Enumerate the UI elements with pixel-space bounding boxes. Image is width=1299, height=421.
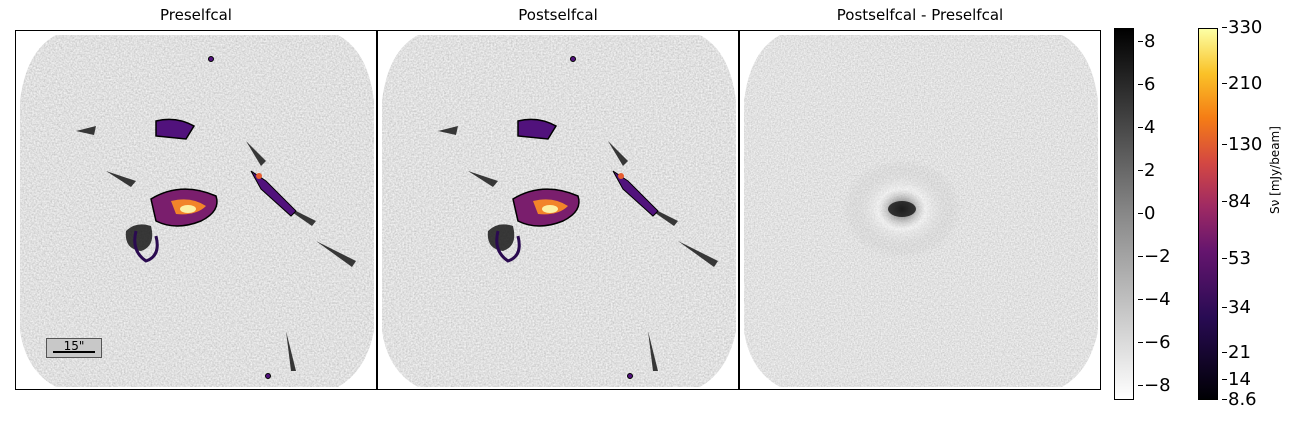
gray-tick-4: 0	[1137, 203, 1156, 224]
gray-tick-3: 2	[1137, 160, 1156, 181]
color-tick-3: 84	[1222, 191, 1251, 212]
gray-tick-6: −4	[1138, 289, 1171, 310]
gray-tick-5: −2	[1138, 246, 1171, 267]
gray-tick-2: 4	[1137, 117, 1156, 138]
color-tick-7: 14	[1222, 369, 1251, 390]
flux-colorbar	[1198, 28, 1218, 400]
emission-contours	[495, 56, 659, 379]
panel-title-difference: Postselfcal - Preselfcal	[836, 6, 1004, 24]
flux-colorbar-label: Sν [mJy/beam]	[1268, 126, 1282, 214]
difference-map	[744, 35, 1098, 387]
gray-tick-7: −6	[1138, 332, 1171, 353]
color-tick-5: 34	[1222, 297, 1251, 318]
panel-postselfcal-image	[377, 30, 739, 390]
scale-bar: 15"	[46, 338, 102, 358]
panel-preselfcal-image: 15"	[15, 30, 377, 390]
color-tick-8: 8.6	[1222, 389, 1257, 410]
scale-bar-label: 15"	[63, 339, 85, 353]
color-tick-2: 130	[1221, 134, 1263, 155]
color-tick-1: 210	[1221, 73, 1263, 94]
emission-contours	[133, 56, 297, 379]
color-tick-0: 330	[1221, 17, 1263, 38]
color-tick-6: 21	[1222, 342, 1251, 363]
panel-title-postselfcal: Postselfcal	[518, 6, 598, 24]
scale-bar-line	[53, 351, 95, 353]
preselfcal-map	[20, 35, 374, 387]
gray-tick-0: 8	[1137, 31, 1156, 52]
panel-title-preselfcal: Preselfcal	[160, 6, 232, 24]
postselfcal-map	[382, 35, 736, 387]
color-tick-4: 53	[1222, 248, 1251, 269]
gray-tick-1: 6	[1137, 74, 1156, 95]
gray-tick-8: −8	[1138, 375, 1171, 396]
difference-colorbar	[1114, 28, 1134, 400]
panel-difference-image	[739, 30, 1101, 390]
